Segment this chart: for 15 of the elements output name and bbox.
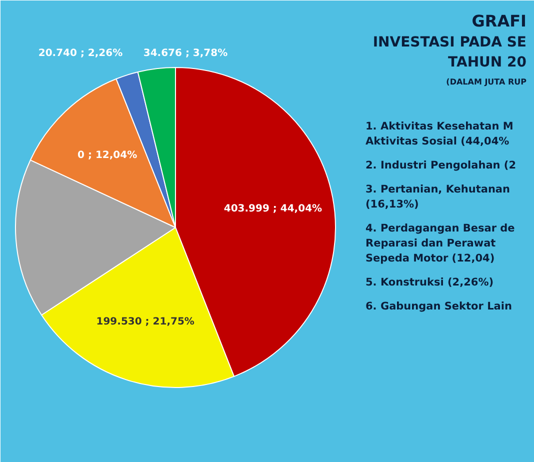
text: TAHUN 20 (448, 54, 527, 70)
text: 6. Gabungan Sektor Lain (366, 300, 512, 312)
data-label: 0 ; 12,04% (78, 150, 138, 161)
text: (DALAM JUTA RUP (446, 78, 527, 86)
text: 1. Aktivitas Kesehatan M Aktivitas Sosial (44,04% (366, 120, 514, 148)
data-label: 20.740 ; 2,26% (38, 48, 123, 59)
text: 5. Konstruksi (2,26%) (366, 276, 494, 288)
text: INVESTASI PADA SE (372, 34, 527, 50)
data-label: 199.530 ; 21,75% (96, 316, 194, 328)
data-label: 403.999 ; 44,04% (224, 204, 322, 215)
text: GRAFI (472, 12, 526, 30)
text: 2. Industri Pengolahan (2 (366, 160, 516, 172)
text: 4. Perdagangan Besar de Reparasi dan Perawat Sepeda Motor (12,04) (366, 222, 515, 264)
data-label: 34.676 ; 3,78% (143, 48, 228, 59)
text: 3. Pertanian, Kehutanan (16,13%) (366, 184, 510, 210)
